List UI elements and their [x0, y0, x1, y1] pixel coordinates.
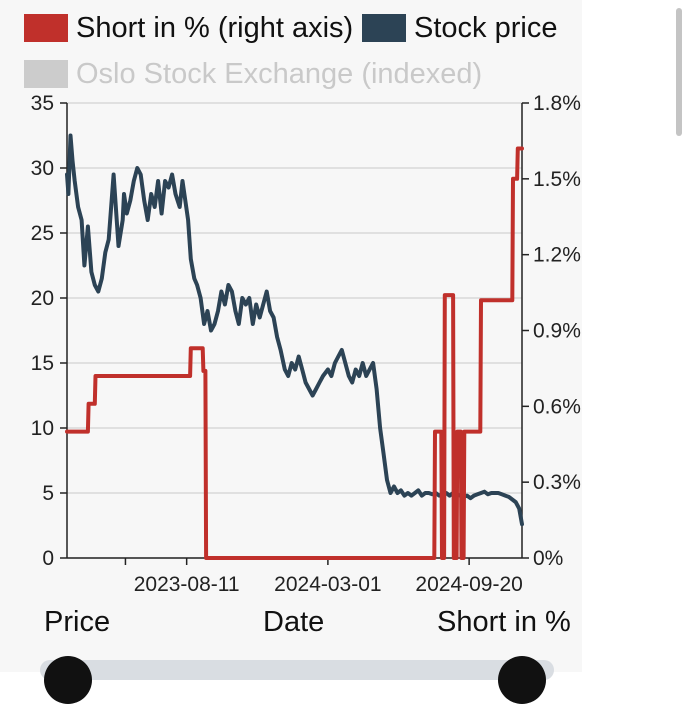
short-line	[65, 146, 524, 560]
range-slider-end-handle[interactable]	[498, 656, 546, 704]
left-tick-label: 0	[42, 547, 54, 570]
legend-swatch-price	[362, 14, 406, 42]
left-tick-label: 15	[31, 352, 54, 375]
range-slider-track[interactable]	[40, 660, 554, 680]
left-tick-label: 35	[31, 92, 54, 115]
chart: 0 5 10 15 20 25 30 35 0% 0.3% 0.6% 0.9% 1.2% 1.5% 1.8%…	[31, 92, 581, 596]
range-slider-start-handle[interactable]	[44, 656, 92, 704]
legend-item-price[interactable]: Stock price	[362, 10, 557, 46]
legend-label-index: Oslo Stock Exchange (indexed)	[76, 57, 483, 90]
legend-item-short[interactable]: Short in % (right axis)	[24, 10, 353, 46]
x-tick-label: 2023-08-11	[134, 573, 240, 596]
legend-swatch-index	[24, 60, 68, 88]
right-tick-label: 0.6%	[533, 395, 581, 418]
left-axis-title: Price	[44, 606, 111, 638]
right-tick-label: 0.9%	[533, 320, 581, 343]
left-tick-label: 30	[31, 157, 54, 180]
x-axis-title: Date	[263, 606, 325, 638]
vertical-scrollbar[interactable]	[676, 8, 682, 136]
right-tick-label: 0.3%	[533, 471, 581, 494]
x-tick-label: 2024-03-01	[274, 573, 381, 596]
left-tick-label: 20	[31, 287, 54, 310]
legend-item-index[interactable]: Oslo Stock Exchange (indexed)	[24, 56, 482, 92]
right-tick-label: 0%	[533, 547, 563, 570]
left-tick-label: 5	[42, 482, 54, 505]
legend-swatch-short	[24, 14, 68, 42]
left-tick-label: 10	[31, 417, 54, 440]
right-tick-label: 1.2%	[533, 244, 581, 267]
legend-label-short: Short in % (right axis)	[76, 11, 354, 44]
right-tick-label: 1.5%	[533, 168, 581, 191]
right-axis-title: Short in %	[437, 606, 571, 638]
right-tick-label: 1.8%	[533, 92, 581, 115]
left-tick-label: 25	[31, 222, 54, 245]
legend-label-price: Stock price	[414, 11, 558, 44]
x-tick-label: 2024-09-20	[415, 573, 522, 596]
